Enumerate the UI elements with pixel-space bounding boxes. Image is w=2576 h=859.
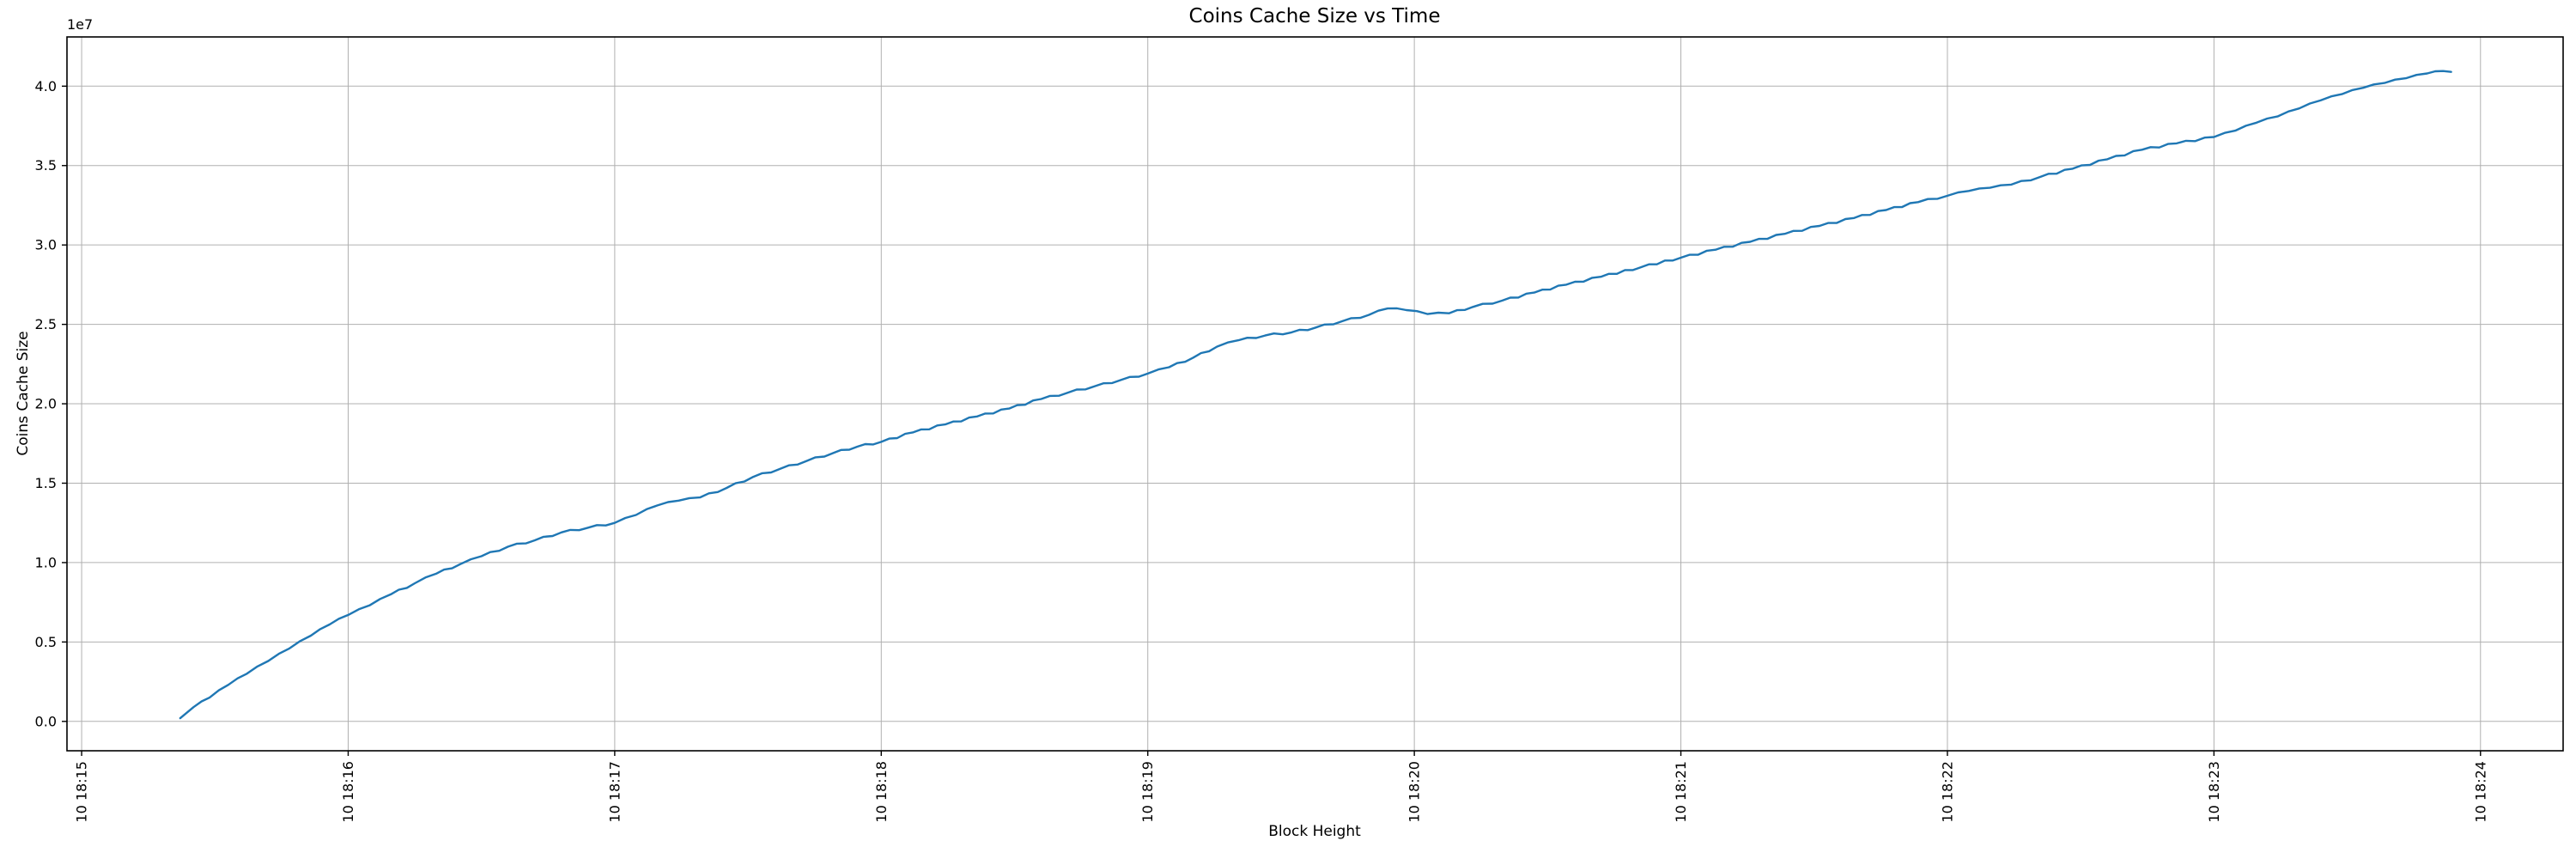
data-line-coins-cache-size bbox=[179, 70, 2452, 720]
x-tick-label: 10 18:16 bbox=[340, 761, 356, 823]
y-tick-label: 1.0 bbox=[35, 554, 57, 570]
x-tick-label: 10 18:15 bbox=[74, 761, 90, 823]
y-tick-label: 2.5 bbox=[35, 316, 57, 332]
x-tick-label: 10 18:19 bbox=[1139, 761, 1156, 823]
y-tick-label: 2.0 bbox=[35, 396, 57, 412]
y-tick-label: 4.0 bbox=[35, 78, 57, 94]
x-tick-label: 10 18:18 bbox=[873, 761, 890, 823]
x-tick-label: 10 18:23 bbox=[2206, 761, 2222, 823]
y-tick-label: 0.5 bbox=[35, 634, 57, 650]
y-axis-offset-label: 1e7 bbox=[67, 16, 94, 33]
x-axis-label: Block Height bbox=[1268, 823, 1361, 840]
y-tick-label: 3.5 bbox=[35, 157, 57, 174]
plot-spines bbox=[66, 36, 2564, 752]
y-tick-label: 3.0 bbox=[35, 237, 57, 253]
x-tick-label: 10 18:20 bbox=[1406, 761, 1423, 823]
chart-title: Coins Cache Size vs Time bbox=[1188, 5, 1441, 27]
x-tick-label: 10 18:24 bbox=[2472, 761, 2488, 823]
x-tick-label: 10 18:17 bbox=[606, 761, 623, 823]
x-tick-label: 10 18:21 bbox=[1673, 761, 1689, 823]
y-tick-label: 0.0 bbox=[35, 713, 57, 729]
x-tick-label: 10 18:22 bbox=[1939, 761, 1955, 823]
y-tick-label: 1.5 bbox=[35, 475, 57, 491]
